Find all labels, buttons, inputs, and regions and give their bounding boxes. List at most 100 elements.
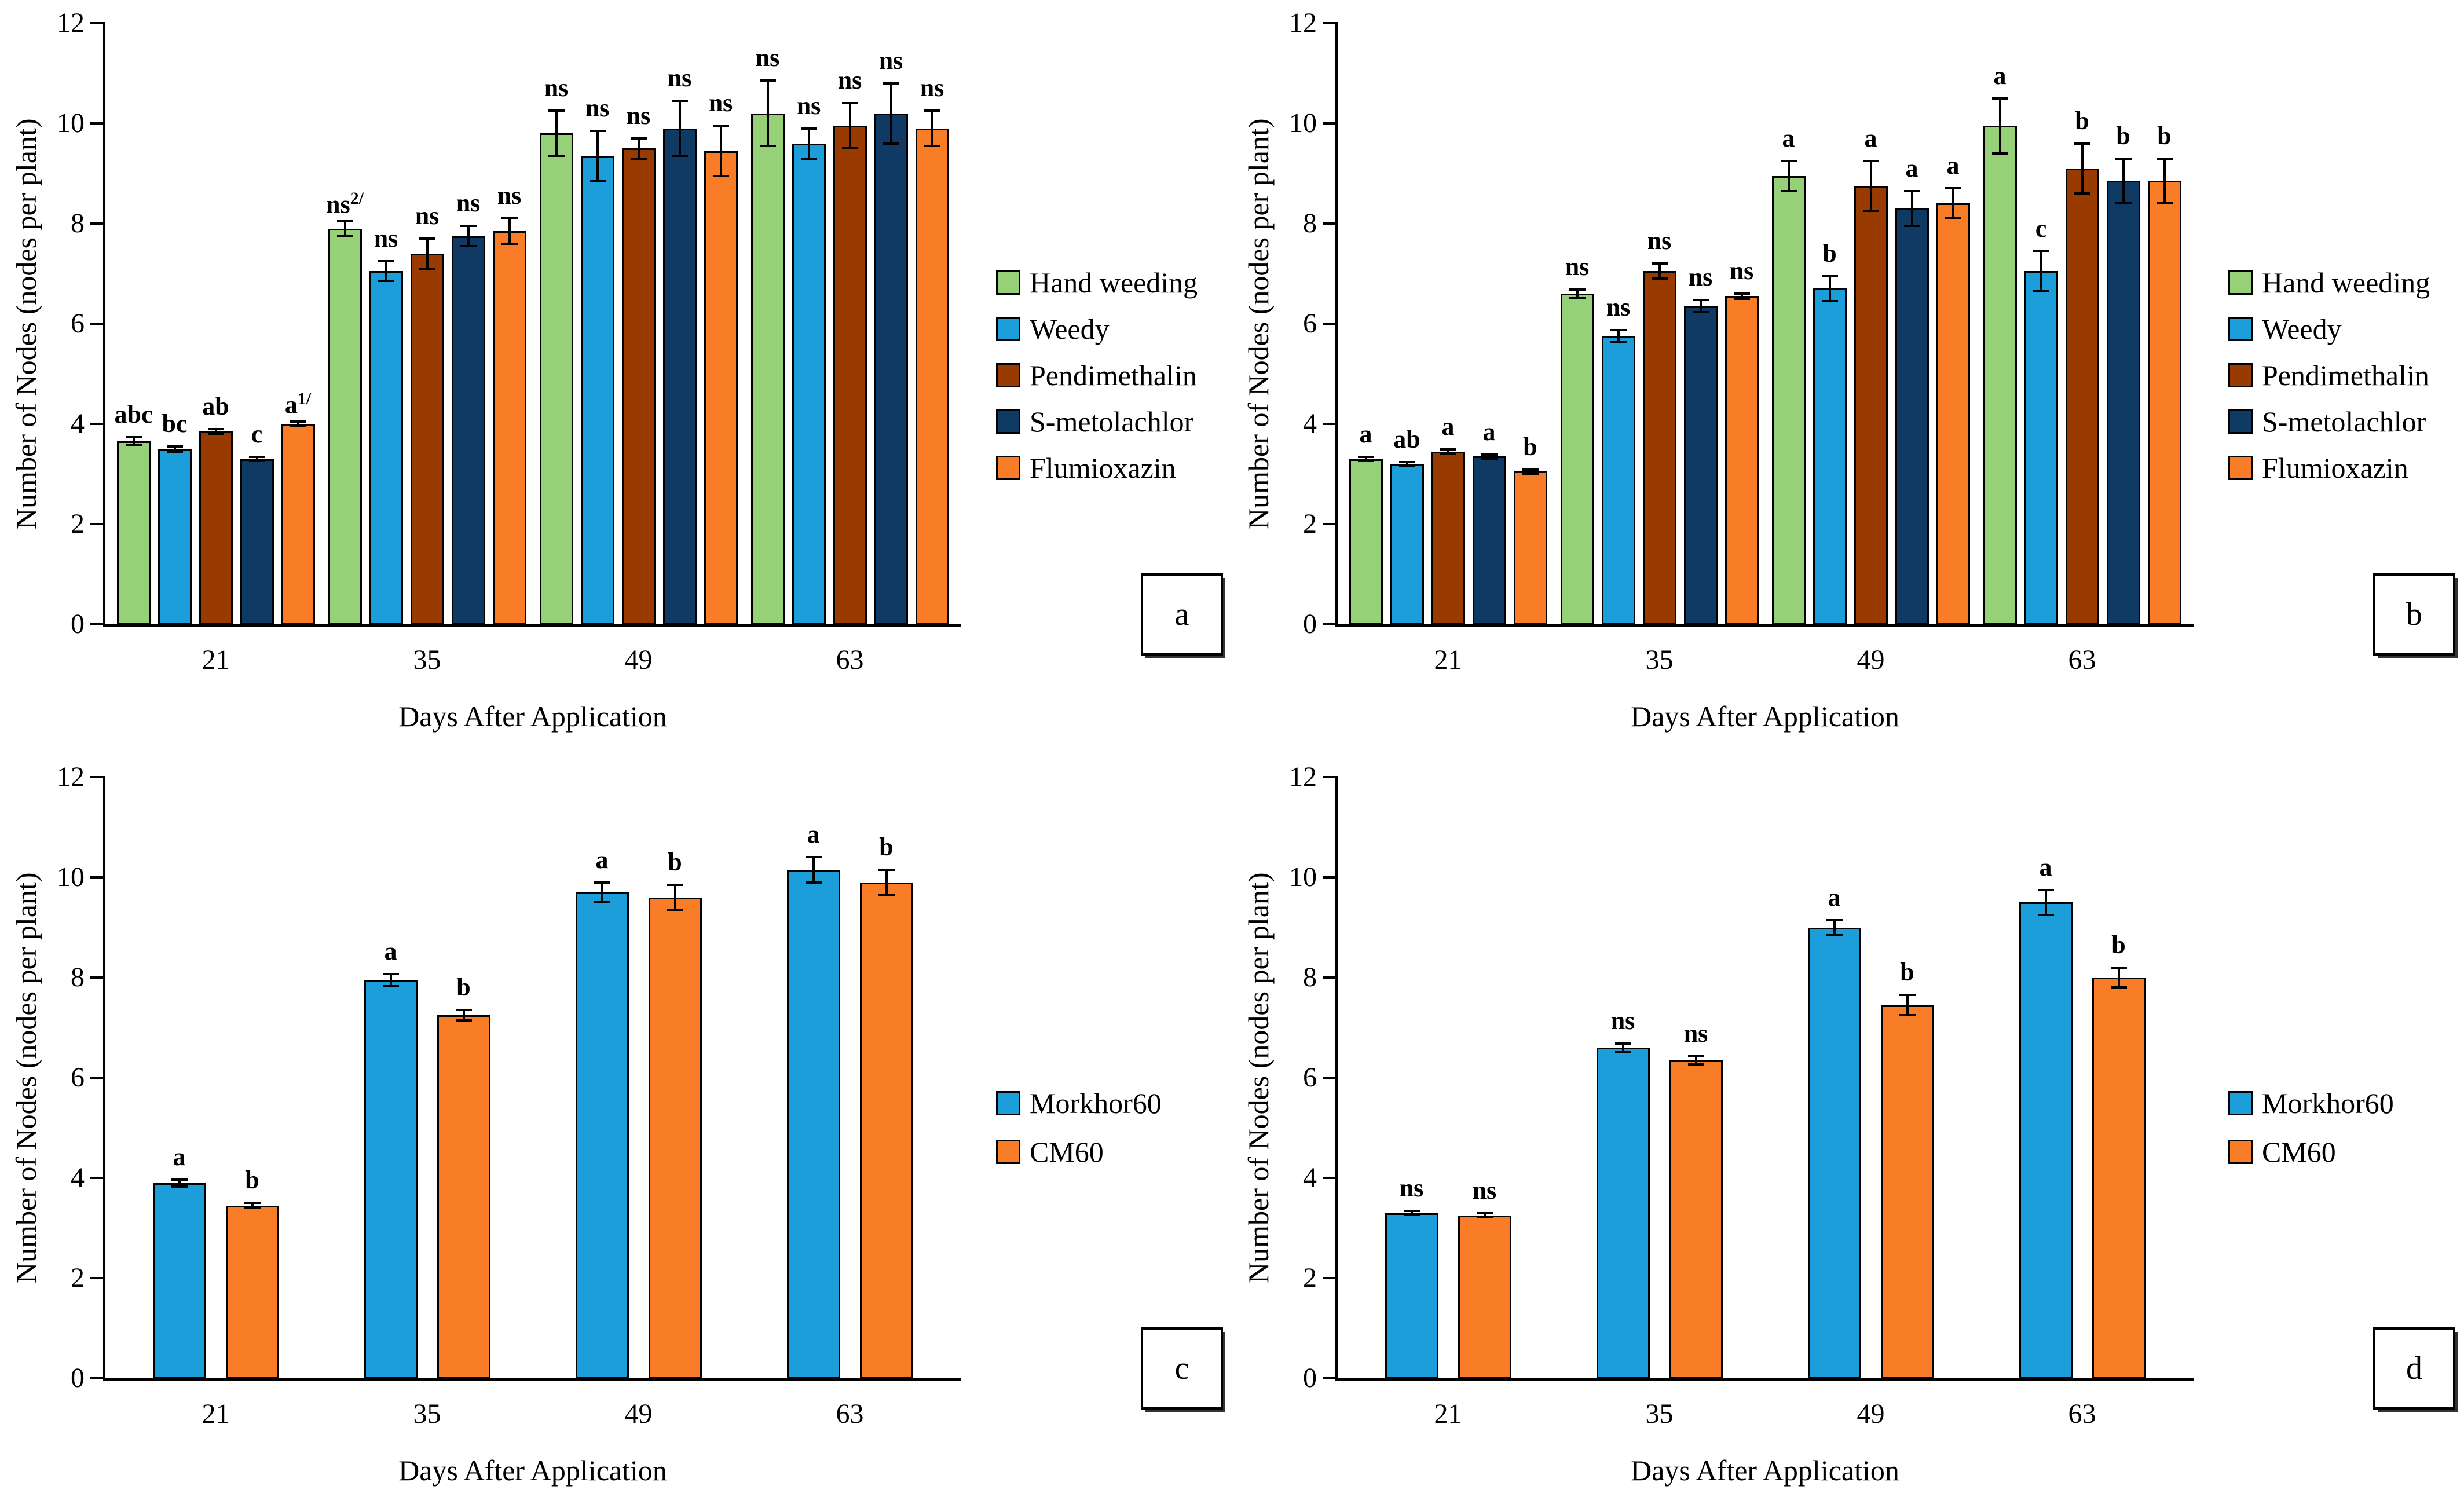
error-bar-cap-top bbox=[1569, 288, 1586, 291]
y-tick-label: 4 bbox=[1303, 1162, 1317, 1193]
error-bar-cap-bottom bbox=[1780, 189, 1797, 192]
significance-text: a bbox=[1359, 420, 1372, 449]
error-bar-cap-top bbox=[248, 456, 265, 459]
error-bar-cap-top bbox=[2110, 966, 2127, 969]
error-bar-cap-top bbox=[166, 445, 183, 448]
error-bar bbox=[1405, 462, 1408, 466]
significance-label: ns bbox=[1730, 255, 1754, 287]
y-tick bbox=[1323, 776, 1337, 778]
error-bar bbox=[251, 1203, 254, 1208]
bar-pendimethalin-63 bbox=[833, 126, 867, 624]
error-bar-cap-bottom bbox=[2074, 192, 2090, 195]
bar-morkhor60-63 bbox=[2019, 902, 2073, 1378]
y-tick-label: 10 bbox=[57, 108, 85, 138]
x-axis-title: Days After Application bbox=[398, 700, 667, 733]
y-tick bbox=[90, 323, 104, 325]
significance-text: ns bbox=[1472, 1176, 1497, 1205]
bar-weedy-35 bbox=[1601, 336, 1635, 624]
significance-label: ns2/ bbox=[326, 183, 364, 221]
significance-text: a bbox=[1993, 61, 2007, 90]
y-tick bbox=[90, 1077, 104, 1079]
legend-swatch-s-metolachlor bbox=[996, 409, 1020, 434]
error-bar-cap-top bbox=[1899, 994, 1916, 997]
y-tick-label: 4 bbox=[71, 1162, 85, 1193]
error-bar-cap-top bbox=[2115, 157, 2132, 160]
y-tick bbox=[90, 1377, 104, 1379]
significance-label: b bbox=[245, 1165, 259, 1196]
significance-label: ns bbox=[627, 100, 651, 131]
significance-label: a bbox=[1442, 411, 1455, 442]
y-tick-label: 2 bbox=[71, 508, 85, 539]
y-tick-label: 4 bbox=[71, 408, 85, 439]
error-bar bbox=[296, 421, 299, 427]
error-bar-cap-bottom bbox=[671, 155, 688, 158]
y-axis-title: Number of Nodes (nodes per plant) bbox=[1242, 118, 1275, 529]
y-tick-label: 6 bbox=[71, 308, 85, 339]
bar-flumioxazin-35 bbox=[492, 230, 526, 624]
error-bar bbox=[637, 138, 640, 159]
significance-label: ns bbox=[756, 42, 780, 74]
significance-text: a bbox=[1441, 412, 1455, 441]
significance-label: ns bbox=[1565, 251, 1590, 283]
error-bar bbox=[601, 882, 603, 903]
error-bar-cap-top bbox=[667, 883, 683, 886]
significance-text: a bbox=[384, 936, 397, 965]
bar-flumioxazin-63 bbox=[915, 128, 949, 624]
y-tick-label: 2 bbox=[71, 1262, 85, 1293]
error-bar-cap-bottom bbox=[1357, 460, 1374, 462]
significance-label: a bbox=[2040, 852, 2052, 883]
significance-label: ns bbox=[585, 93, 610, 124]
error-bar bbox=[385, 261, 387, 281]
error-bar bbox=[214, 429, 217, 434]
bar-weedy-21 bbox=[1390, 464, 1424, 624]
significance-text: a bbox=[284, 390, 298, 419]
error-bar-cap-bottom bbox=[166, 450, 183, 453]
legend-label: S-metolachlor bbox=[1030, 405, 1194, 438]
bar-pendimethalin-49 bbox=[621, 148, 656, 624]
error-bar bbox=[1576, 290, 1579, 298]
significance-text: abc bbox=[114, 400, 153, 429]
y-tick-label: 0 bbox=[71, 609, 85, 639]
error-bar-cap-bottom bbox=[1821, 300, 1838, 303]
y-tick bbox=[1323, 22, 1337, 24]
significance-label: a bbox=[807, 819, 820, 850]
error-bar-cap-bottom bbox=[1610, 341, 1627, 343]
x-axis-title: Days After Application bbox=[398, 1454, 667, 1487]
error-bar bbox=[596, 130, 599, 181]
y-tick-label: 6 bbox=[71, 1062, 85, 1093]
error-bar bbox=[1787, 160, 1790, 191]
x-axis-line bbox=[103, 624, 961, 627]
error-bar bbox=[1364, 457, 1367, 461]
error-bar-cap-bottom bbox=[378, 280, 394, 283]
y-axis-title: Number of Nodes (nodes per plant) bbox=[1242, 872, 1275, 1283]
significance-text: ns bbox=[708, 89, 733, 118]
bar-weedy-21 bbox=[158, 449, 192, 624]
y-tick-label: 0 bbox=[1303, 1363, 1317, 1393]
legend-label: Morkhor60 bbox=[2262, 1087, 2394, 1119]
bar-morkhor60-49 bbox=[575, 892, 629, 1378]
y-tick bbox=[1323, 523, 1337, 525]
significance-label: c bbox=[251, 419, 263, 450]
significance-text: ns bbox=[326, 190, 350, 219]
y-tick bbox=[1323, 222, 1337, 225]
bar-hand-weeding-63 bbox=[750, 113, 785, 624]
legend-label: S-metolachlor bbox=[2262, 405, 2426, 438]
significance-text: a bbox=[1782, 123, 1795, 152]
y-tick bbox=[1323, 876, 1337, 879]
y-tick bbox=[90, 222, 104, 225]
y-tick bbox=[1323, 1077, 1337, 1079]
legend-item-hand-weeding: Hand weeding bbox=[2228, 259, 2430, 306]
legend-item-hand-weeding: Hand weeding bbox=[996, 259, 1198, 306]
error-bar bbox=[462, 1010, 465, 1020]
error-bar bbox=[1869, 160, 1872, 211]
legend-item-morkhor60: Morkhor60 bbox=[2228, 1080, 2394, 1126]
error-bar-cap-bottom bbox=[805, 881, 822, 884]
error-bar-cap-bottom bbox=[1403, 1214, 1420, 1216]
significance-label: ns bbox=[1689, 262, 1713, 293]
error-bar bbox=[766, 80, 769, 146]
error-bar bbox=[2040, 251, 2042, 291]
y-tick-label: 10 bbox=[1289, 862, 1317, 892]
error-bar-cap-top bbox=[805, 856, 822, 859]
legend-item-weedy: Weedy bbox=[996, 306, 1110, 352]
error-bar-cap-top bbox=[1692, 299, 1709, 302]
